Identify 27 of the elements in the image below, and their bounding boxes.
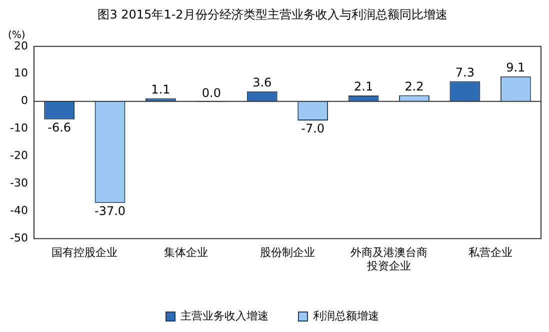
- x-tick-label: 私营企业: [468, 246, 512, 260]
- x-tick-label: 国有控股企业: [52, 246, 118, 260]
- x-tick-label: 集体企业: [164, 246, 208, 260]
- data-label: -37.0: [94, 204, 126, 218]
- data-label: -6.6: [48, 120, 72, 135]
- data-label: 0.0: [202, 86, 221, 100]
- y-tick-label: -10: [10, 122, 28, 135]
- y-tick-label: 10: [14, 66, 28, 80]
- y-tick-label: -20: [10, 149, 28, 162]
- y-axis-title: (%): [8, 30, 26, 41]
- legend-label: 主营业务收入增速: [180, 309, 268, 322]
- legend-label: 利润总额增速: [313, 309, 379, 322]
- x-tick-label: 股份制企业: [260, 246, 315, 260]
- y-tick-label: -30: [10, 176, 28, 190]
- y-tick-label: 0: [20, 94, 28, 108]
- data-label: 2.2: [404, 79, 424, 94]
- data-label: 9.1: [506, 60, 526, 74]
- data-label: 1.1: [151, 82, 170, 96]
- x-tick-label: 外商及港澳台商投资企业: [350, 246, 428, 272]
- data-label: 3.6: [252, 76, 272, 90]
- chart-title: 图3 2015年1-2月份分经济类型主营业务收入与利润总额同比增速: [98, 7, 448, 22]
- y-tick-label: 20: [14, 39, 28, 52]
- y-tick-label: -50: [10, 231, 28, 244]
- data-label: -7.0: [301, 122, 325, 136]
- y-tick-label: -40: [10, 204, 28, 217]
- data-label: 7.3: [455, 65, 474, 80]
- data-label: 2.1: [354, 80, 374, 94]
